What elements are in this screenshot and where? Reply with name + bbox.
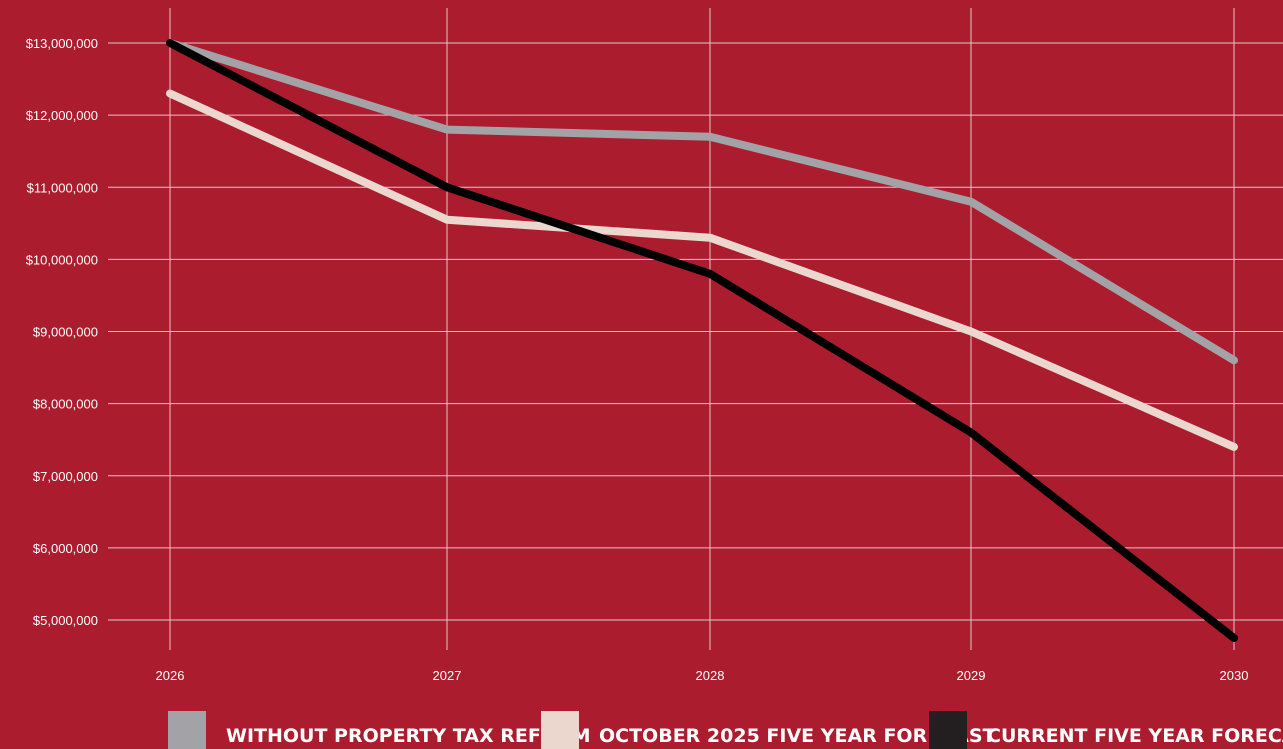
legend-swatch-2 [541,711,579,749]
y-tick-label: $13,000,000 [26,36,98,51]
legend-label-2: OCTOBER 2025 FIVE YEAR FORECAST [599,725,996,747]
series-lines [166,39,1238,642]
legend-swatch-1 [168,711,206,749]
series-line-1 [166,39,1238,365]
y-tick-label: $11,000,000 [27,180,98,195]
x-tick-label: 2028 [696,668,725,683]
x-tick-label: 2026 [156,668,185,683]
y-tick-label: $5,000,000 [33,613,98,628]
y-tick-label: $6,000,000 [33,541,98,556]
legend-label-3: CURRENT FIVE YEAR FORECAST [987,725,1283,747]
y-tick-label: $8,000,000 [33,397,98,412]
y-tick-label: $12,000,000 [26,108,98,123]
y-tick-label: $7,000,000 [33,469,98,484]
legend-swatch-3 [929,711,967,749]
series-line-2 [166,89,1238,451]
y-tick-label: $9,000,000 [33,325,98,340]
y-axis-ticks: $5,000,000 $6,000,000 $7,000,000 $8,000,000… [26,36,98,628]
legend-label-1: WITHOUT PROPERTY TAX REFORM [226,725,591,747]
x-axis-ticks: 2026 2027 2028 2029 2030 [156,668,1249,683]
x-tick-label: 2027 [433,668,462,683]
series-line-3 [166,39,1238,642]
x-tick-label: 2030 [1220,668,1249,683]
legend: WITHOUT PROPERTY TAX REFORM OCTOBER 2025 … [168,711,1283,749]
x-tick-label: 2029 [957,668,986,683]
y-tick-label: $10,000,000 [26,252,98,267]
